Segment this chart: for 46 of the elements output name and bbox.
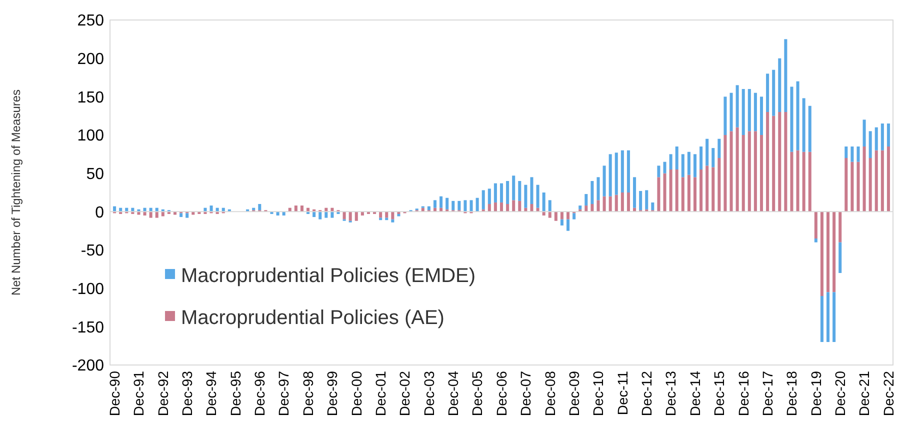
y-tick-label: 250 bbox=[77, 12, 104, 30]
y-tick-label: 150 bbox=[77, 89, 104, 106]
x-tick-label: Dec-18 bbox=[784, 370, 800, 416]
x-tick-label: Dec-96 bbox=[252, 370, 268, 416]
x-tick-label: Dec-17 bbox=[759, 370, 776, 416]
y-tick-label: 200 bbox=[77, 50, 104, 68]
x-tick-label: Dec-92 bbox=[154, 370, 171, 416]
x-tick-label: Dec-94 bbox=[203, 370, 220, 416]
y-tick-label: 100 bbox=[77, 128, 104, 145]
y-tick-label: -50 bbox=[80, 242, 104, 260]
y-tick-label: 0 bbox=[95, 204, 104, 222]
x-tick-label: Dec-93 bbox=[178, 370, 195, 416]
y-tick-label: -100 bbox=[72, 280, 104, 298]
x-tick-label: Dec-91 bbox=[130, 370, 147, 416]
x-tick-label: Dec-09 bbox=[566, 370, 582, 416]
x-tick-label: Dec-03 bbox=[420, 370, 437, 416]
x-tick-label: Dec-95 bbox=[227, 370, 244, 416]
y-axis-title: Net Number of Tightening of Measures bbox=[9, 89, 23, 296]
y-tick-label: -150 bbox=[72, 319, 104, 336]
x-tick-label: Dec-01 bbox=[372, 370, 388, 416]
x-tick-label: Dec-14 bbox=[686, 370, 703, 416]
x-tick-label: Dec-08 bbox=[542, 370, 558, 416]
x-tick-label: Dec-00 bbox=[348, 370, 364, 416]
x-tick-label: Dec-02 bbox=[396, 370, 413, 416]
x-tick-label: Dec-22 bbox=[880, 370, 896, 416]
x-tick-label: Dec-11 bbox=[614, 370, 630, 416]
x-tick-label: Dec-97 bbox=[276, 370, 292, 416]
x-tick-label: Dec-90 bbox=[106, 370, 122, 416]
x-tick-label: Dec-10 bbox=[590, 370, 606, 416]
legend-label: Macroprudential Policies (AE) bbox=[181, 307, 444, 329]
x-tick-label: Dec-06 bbox=[493, 370, 510, 416]
x-tick-label: Dec-98 bbox=[300, 370, 316, 416]
x-tick-label: Dec-04 bbox=[445, 370, 462, 416]
x-tick-label: Dec-15 bbox=[711, 370, 728, 416]
x-tick-label: Dec-05 bbox=[469, 370, 486, 416]
y-tick-label: -200 bbox=[72, 358, 104, 375]
y-tick-label: 50 bbox=[86, 166, 104, 183]
x-tick-label: Dec-99 bbox=[324, 370, 340, 416]
x-tick-label: Dec-12 bbox=[638, 370, 655, 416]
x-tick-label: Dec-21 bbox=[856, 370, 872, 416]
x-tick-label: Dec-13 bbox=[662, 370, 679, 416]
x-tick-label: Dec-07 bbox=[518, 370, 534, 416]
legend-label: Macroprudential Policies (EMDE) bbox=[181, 265, 476, 287]
x-tick-label: Dec-19 bbox=[808, 370, 824, 416]
x-tick-label: Dec-16 bbox=[735, 370, 752, 416]
x-tick-label: Dec-20 bbox=[832, 370, 848, 416]
